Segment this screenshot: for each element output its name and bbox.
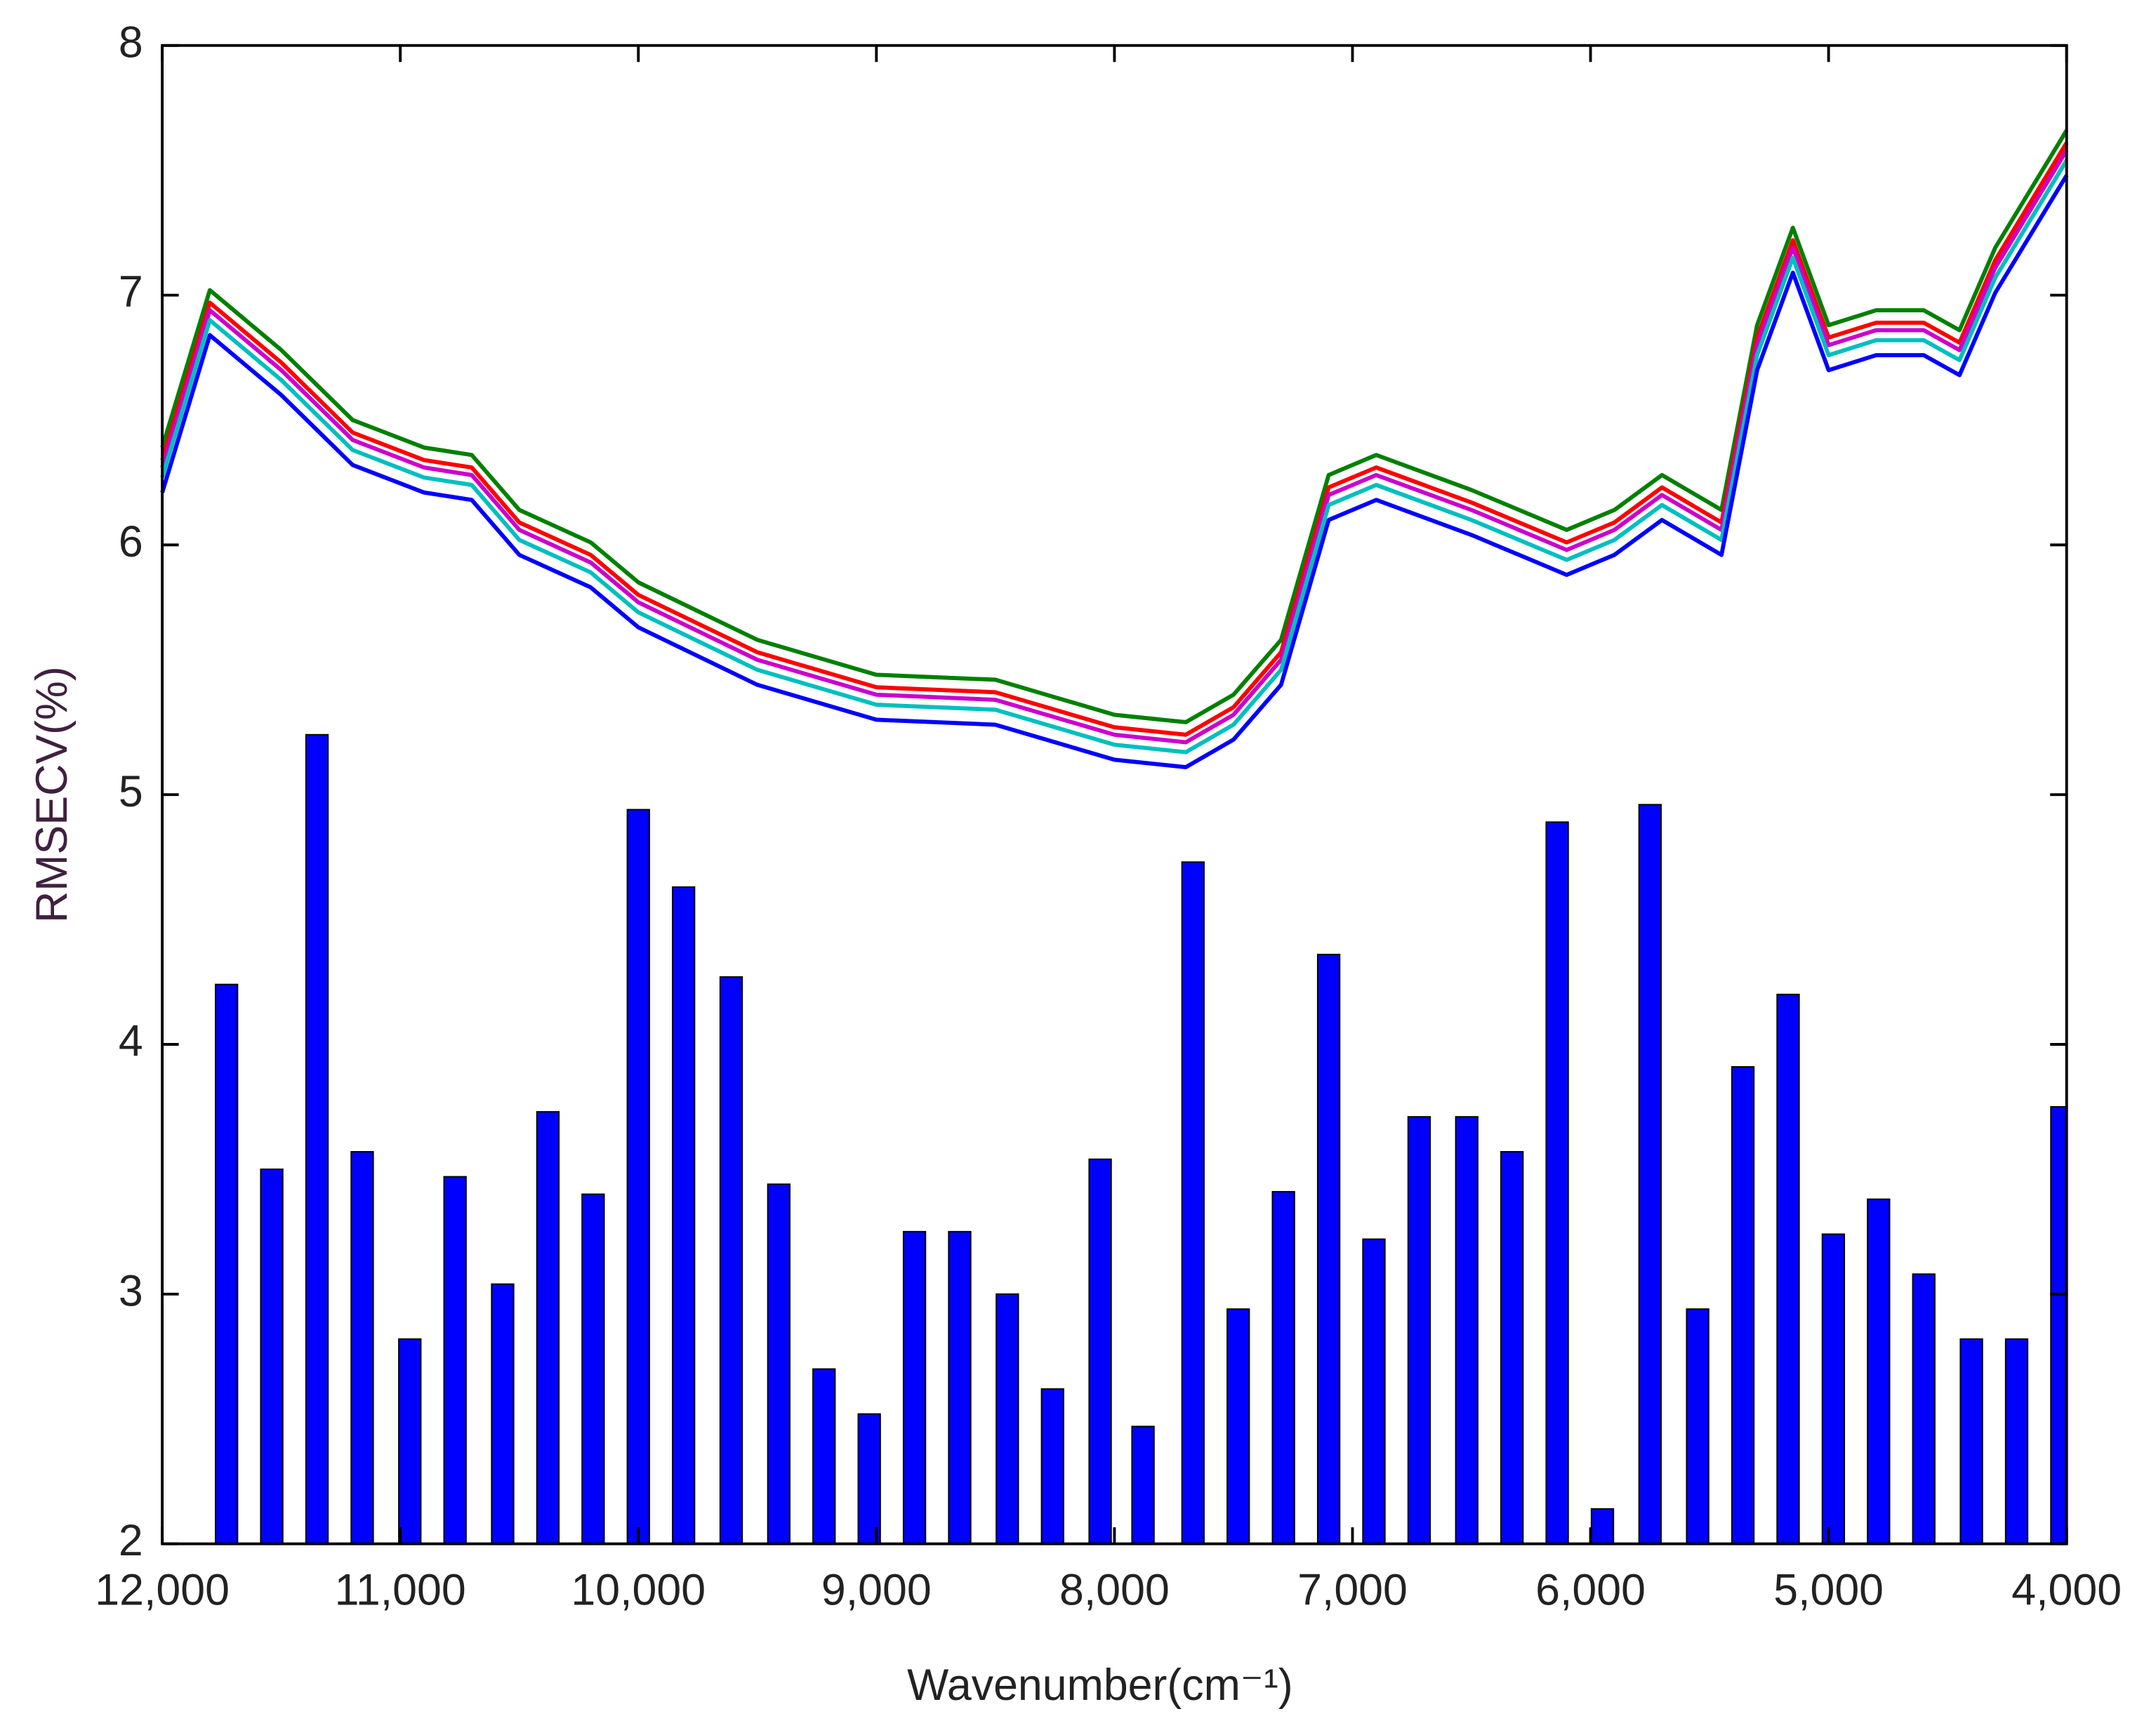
y-tick-label: 8 [119,18,143,67]
bar [1500,1151,1524,1545]
y-tick-label: 5 [119,767,143,816]
x-tick-label: 11,000 [335,1566,466,1615]
bar [1686,1308,1709,1545]
y-tick-label: 7 [119,267,143,317]
bar [672,886,696,1545]
bar [812,1368,836,1545]
bar [719,976,743,1545]
y-tick-label: 6 [119,517,143,566]
bar [1731,1066,1755,1545]
bar [1131,1425,1155,1545]
bar [996,1293,1019,1545]
bar [491,1283,515,1545]
bar [260,1168,284,1545]
y-axis-label: RMSECV(%) [27,666,77,923]
bar [1545,821,1569,1545]
y-tick-label: 4 [119,1017,143,1066]
bar [1181,861,1205,1545]
spectrum-line [160,174,2069,769]
plot-area [160,129,2069,1545]
bar [1088,1158,1112,1545]
bar [857,1413,881,1545]
bar [443,1176,467,1545]
bar [902,1230,927,1545]
x-tick-label: 12,000 [95,1566,230,1615]
bar [1638,804,1662,1545]
bar [581,1193,605,1545]
x-axis-label: Wavenumber(cm⁻¹) [907,1661,1292,1710]
bar [2050,1105,2068,1545]
bar [1316,953,1341,1545]
bar [1455,1116,1479,1545]
bar [1362,1238,1386,1545]
bar [1776,993,1800,1545]
x-tick-label: 4,000 [2011,1566,2122,1615]
bar [2004,1338,2029,1545]
bar [1226,1308,1250,1545]
spectrum-line [160,159,2069,755]
x-tick-label: 9,000 [821,1566,932,1615]
x-tick-label: 8,000 [1059,1566,1170,1615]
spectrum-line [160,149,2069,745]
bar [948,1230,972,1545]
bar [215,983,239,1545]
bar [1040,1388,1064,1545]
spectrum-line [160,141,2069,737]
bar [305,733,329,1545]
bar [350,1151,374,1545]
bar [1912,1273,1936,1545]
bar [1959,1338,1983,1545]
x-tick-label: 5,000 [1773,1566,1884,1615]
bar [1590,1508,1615,1545]
y-tick-label: 3 [119,1266,143,1315]
bar [1821,1233,1846,1545]
y-tick-label: 2 [119,1516,143,1565]
spectrum-line [160,129,2069,724]
bar [536,1111,560,1545]
bar [626,809,650,1545]
bar [767,1183,791,1545]
bar [398,1338,422,1545]
bar [1271,1190,1295,1545]
x-tick-label: 6,000 [1535,1566,1646,1615]
x-tick-label: 7,000 [1297,1566,1408,1615]
x-tick-label: 10,000 [571,1566,706,1615]
bar [1867,1198,1891,1545]
bar [1407,1116,1431,1545]
